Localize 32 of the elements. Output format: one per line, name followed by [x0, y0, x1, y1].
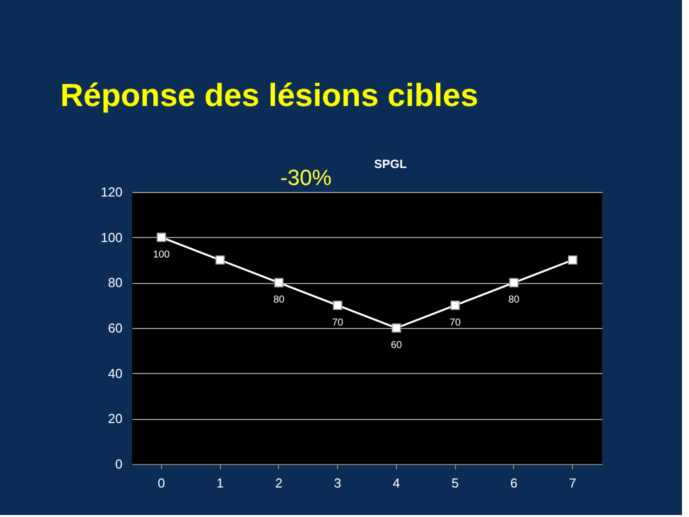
chart-subtitle: SPGL — [374, 157, 407, 171]
x-tick-label: 6 — [510, 476, 518, 490]
y-tick-label: 20 — [108, 411, 122, 426]
y-tick-label: 60 — [108, 320, 122, 336]
y-tick-label: 100 — [100, 230, 122, 245]
y-tick-label: 40 — [108, 366, 122, 381]
data-label: 80 — [273, 294, 285, 306]
point — [450, 300, 460, 310]
data-label: 70 — [332, 317, 344, 328]
x-tick-label: 3 — [334, 476, 342, 490]
point — [509, 278, 519, 288]
y-tick-label: 0 — [115, 456, 122, 472]
x-tick-label: 4 — [392, 476, 400, 490]
x-tick-label: 2 — [275, 476, 282, 490]
point — [568, 255, 578, 265]
x-tick-label: 7 — [569, 476, 576, 490]
point — [332, 300, 342, 310]
data-label: 60 — [390, 340, 402, 351]
chart-title: Réponse des lésions cibles — [60, 77, 478, 113]
point — [156, 232, 166, 242]
y-tick-label: 80 — [108, 275, 122, 290]
point — [392, 323, 402, 333]
point — [274, 278, 284, 288]
x-tick-label: 5 — [452, 476, 459, 490]
y-tick-label: 120 — [100, 184, 122, 200]
data-label: 80 — [508, 294, 520, 306]
point — [215, 255, 225, 265]
x-tick-label: 0 — [158, 476, 165, 490]
x-tick-label: 1 — [216, 476, 224, 490]
text: -30% — [280, 165, 332, 190]
data-label: 100 — [153, 249, 170, 260]
data-label: 70 — [450, 317, 462, 328]
